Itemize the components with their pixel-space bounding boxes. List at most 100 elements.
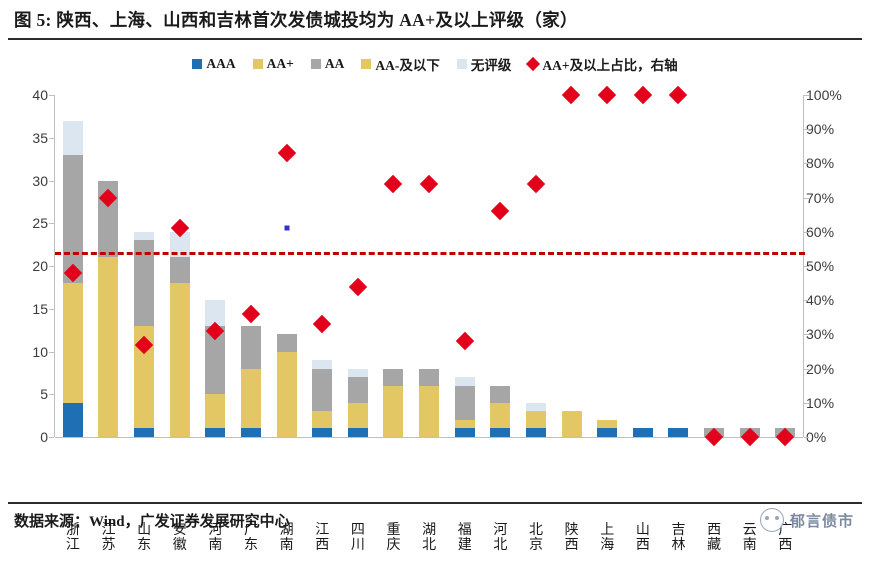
bar-slot[interactable]	[340, 95, 376, 437]
stacked-bar[interactable]	[62, 120, 83, 437]
y-axis-right-tick-label: 40%	[806, 292, 835, 309]
y-axis-left-tick-label: 10	[32, 343, 48, 360]
y-axis-right-tick	[804, 163, 809, 165]
bar-slot[interactable]	[661, 95, 697, 437]
x-axis-label-slot: 云南	[732, 523, 768, 572]
bar-segment-aa+	[454, 419, 475, 429]
stacked-bar[interactable]	[134, 231, 155, 437]
bar-slot[interactable]	[269, 95, 305, 437]
stacked-bar[interactable]	[347, 368, 368, 437]
x-axis-tick-label: 江苏	[101, 523, 116, 553]
bar-slot[interactable]	[732, 95, 768, 437]
bar-slot[interactable]	[518, 95, 554, 437]
source-note: 数据来源：Wind，广发证券发展研究中心	[14, 514, 290, 530]
y-axis-left-tick-label: 40	[32, 87, 48, 103]
bar-slot[interactable]	[376, 95, 412, 437]
bar-slot[interactable]	[411, 95, 447, 437]
stacked-bar[interactable]	[454, 377, 475, 437]
legend-item[interactable]: 无评级	[456, 54, 511, 74]
x-axis-label-slot: 湖南	[269, 523, 305, 572]
legend-item[interactable]: AA+及以上占比，右轴	[526, 54, 678, 74]
bar-segment-aa	[169, 257, 190, 284]
y-axis-left-tick-label: 25	[32, 215, 48, 232]
bar-slot[interactable]	[91, 95, 127, 437]
bar-segment-	[525, 402, 546, 412]
y-axis-right-tick	[804, 334, 809, 336]
bar-slot[interactable]	[162, 95, 198, 437]
bar-slot[interactable]	[625, 95, 661, 437]
bar-slot[interactable]	[126, 95, 162, 437]
bar-slot[interactable]	[447, 95, 483, 437]
watermark: 郁言债市	[759, 508, 854, 532]
bar-slot[interactable]	[696, 95, 732, 437]
bar-slot[interactable]	[304, 95, 340, 437]
bar-segment-aa+	[169, 283, 190, 437]
y-axis-right-tick-label: 20%	[806, 360, 835, 377]
x-axis-tick-label: 安徽	[172, 523, 187, 553]
legend-item[interactable]: AA-及以下	[361, 54, 440, 74]
y-axis-right-tick	[804, 300, 809, 302]
bar-segment-aa+	[276, 351, 297, 437]
y-axis-left-tick	[49, 95, 54, 96]
bar-segment-aaa	[597, 428, 618, 437]
x-axis-label-slot: 福建	[447, 523, 483, 572]
bar-segment-aa	[62, 154, 83, 284]
reference-line	[55, 252, 805, 256]
bar-slot[interactable]	[554, 95, 590, 437]
x-axis-line	[55, 437, 803, 438]
x-axis-tick-label: 江西	[315, 523, 330, 553]
footer-divider	[8, 502, 862, 504]
y-axis-right-tick	[804, 266, 809, 267]
bar-segment-aaa	[525, 428, 546, 437]
x-axis-label-slot: 陕西	[554, 523, 590, 572]
x-axis-label-slot: 山东	[126, 523, 162, 572]
stacked-bar[interactable]	[205, 300, 226, 437]
bar-segment-aa	[490, 385, 511, 403]
y-axis-right-tick	[804, 437, 809, 438]
plot-area	[55, 85, 803, 447]
bar-slot[interactable]	[233, 95, 269, 437]
stacked-bar[interactable]	[490, 385, 511, 437]
bar-segment-aa	[240, 325, 261, 369]
x-axis-tick-label: 河北	[493, 523, 508, 553]
bar-segment-aa	[205, 325, 226, 395]
bar-segment-aaa	[205, 428, 226, 437]
bar-segment-aa	[312, 368, 333, 412]
stacked-bar[interactable]	[597, 419, 618, 437]
bar-group	[55, 95, 803, 437]
stacked-bar[interactable]	[632, 428, 653, 437]
stacked-bar[interactable]	[561, 411, 582, 437]
bar-slot[interactable]	[589, 95, 625, 437]
bar-segment-	[169, 231, 190, 258]
stray-blue-marker	[284, 225, 290, 231]
bar-segment-aa+	[134, 325, 155, 429]
stacked-bar[interactable]	[240, 325, 261, 437]
stacked-bar[interactable]	[169, 231, 190, 437]
legend-item[interactable]: AA+	[252, 56, 294, 72]
legend-swatch-icon	[456, 59, 467, 69]
legend-item[interactable]: AAA	[192, 56, 236, 72]
y-axis-left-tick	[49, 308, 54, 310]
y-axis-right-tick	[804, 231, 809, 233]
stacked-bar[interactable]	[419, 368, 440, 437]
bar-slot[interactable]	[198, 95, 234, 437]
bar-slot[interactable]	[768, 95, 804, 437]
stacked-bar[interactable]	[98, 180, 119, 437]
bar-segment-aa	[347, 377, 368, 403]
x-axis-tick-label: 重庆	[386, 523, 401, 553]
stacked-bar[interactable]	[276, 334, 297, 437]
legend-item[interactable]: AA	[310, 56, 345, 72]
stacked-bar[interactable]	[383, 368, 404, 437]
stacked-bar[interactable]	[525, 402, 546, 437]
bar-slot[interactable]	[483, 95, 519, 437]
y-axis-right-tick	[804, 368, 809, 370]
bar-segment-aaa	[134, 428, 155, 437]
stacked-bar[interactable]	[312, 360, 333, 437]
y-axis-right: 0% 10% 20% 30% 40% 50% 60% 70% 80% 90% 100%	[806, 80, 858, 450]
legend-item-label: AA	[324, 56, 345, 71]
bar-segment-aaa	[347, 428, 368, 437]
bar-slot[interactable]	[55, 95, 91, 437]
x-axis-label-slot: 湖北	[411, 523, 447, 572]
x-axis-tick-label: 云南	[742, 523, 757, 553]
stacked-bar[interactable]	[668, 428, 689, 437]
